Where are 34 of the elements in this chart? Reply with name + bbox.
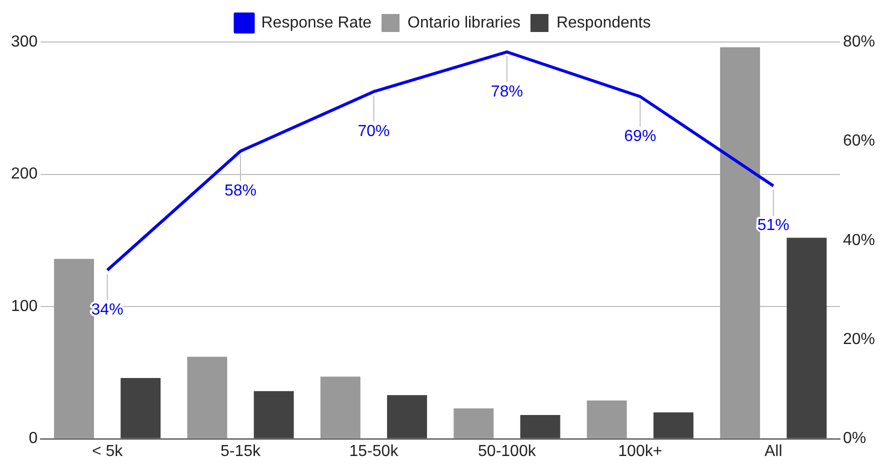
- y-tick-label: 300: [10, 33, 38, 50]
- legend-label: Respondents: [556, 14, 651, 32]
- x-tick-label: 50-100k: [478, 442, 537, 460]
- bar: [187, 356, 228, 438]
- bar: [653, 412, 694, 438]
- bar: [586, 400, 627, 438]
- bar: [520, 414, 560, 438]
- x-tick-label: < 5k: [92, 442, 124, 460]
- data-label: 34%: [91, 302, 124, 319]
- bar: [387, 395, 428, 438]
- data-label: 69%: [624, 128, 656, 145]
- y2-tick-label: 80%: [842, 33, 876, 50]
- legend-label: Response Rate: [261, 14, 372, 32]
- bar: [320, 376, 360, 438]
- y-tick-label: 200: [10, 166, 38, 183]
- y2-tick-label: 60%: [842, 132, 876, 150]
- data-label: 78%: [490, 83, 523, 100]
- bar: [120, 378, 161, 438]
- data-label: 58%: [224, 182, 257, 200]
- y-tick-label: 0: [28, 430, 38, 448]
- y-tick-label: 100: [10, 298, 38, 315]
- legend-label: Ontario libraries: [408, 14, 520, 32]
- bar: [454, 408, 494, 438]
- y2-tick-label: 20%: [842, 331, 876, 348]
- data-label: 70%: [358, 123, 390, 140]
- x-tick-label: All: [764, 442, 782, 460]
- x-tick-label: 5-15k: [220, 442, 262, 460]
- x-tick-label: 100k+: [618, 442, 662, 460]
- data-label: 51%: [757, 217, 790, 234]
- y2-tick-label: 40%: [842, 232, 876, 249]
- bar: [254, 391, 294, 438]
- y2-tick-label: 0%: [842, 430, 866, 448]
- bar: [786, 238, 827, 438]
- x-tick-label: 15-50k: [349, 442, 400, 460]
